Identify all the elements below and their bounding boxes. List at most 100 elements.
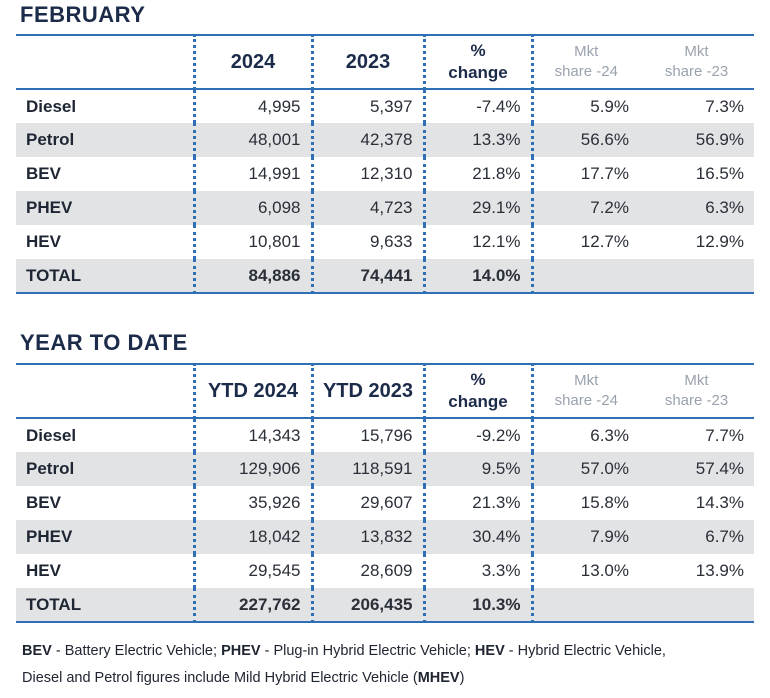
footnote-text: - Plug-in Hybrid Electric Vehicle; [260, 643, 475, 659]
footnote-text: - Hybrid Electric Vehicle, [504, 643, 666, 659]
row-label: PHEV [16, 191, 196, 225]
table-row: TOTAL 227,762 206,435 10.3% [16, 588, 754, 623]
table-row: Diesel 4,995 5,397 -7.4% 5.9% 7.3% [16, 89, 754, 123]
header-year-2024: 2024 [194, 34, 314, 90]
footnote-line-2: Diesel and Petrol figures include Mild H… [22, 665, 752, 692]
value-2023: 206,435 [312, 588, 426, 623]
mkt-share-24: 56.6% [532, 123, 639, 157]
pct-change: 21.8% [424, 157, 534, 191]
footnote-text: Diesel and Petrol figures include Mild H… [22, 670, 418, 686]
value-2024: 84,886 [194, 259, 314, 294]
header-year-2023: YTD 2023 [312, 363, 426, 419]
table-row: BEV 14,991 12,310 21.8% 17.7% 16.5% [16, 157, 754, 191]
header-year-2024: YTD 2024 [194, 363, 314, 419]
pct-change: 12.1% [424, 225, 534, 259]
value-2024: 14,343 [194, 418, 314, 452]
value-2024: 18,042 [194, 520, 314, 554]
mkt-share-23: 13.9% [695, 561, 744, 580]
value-2023: 4,723 [312, 191, 426, 225]
value-2024: 6,098 [194, 191, 314, 225]
ytd-table: YTD 2024 YTD 2023% change Mkt share -24 Mkt… [16, 363, 754, 623]
mkt-share-24: 57.0% [532, 452, 639, 486]
footnote-abbrev: MHEV [417, 670, 460, 686]
pct-change: -7.4% [424, 89, 534, 123]
mkt-share-24: 12.7% [580, 232, 629, 251]
row-label: HEV [16, 554, 196, 588]
mkt-share-23 [639, 588, 754, 623]
footnote-text: ) [459, 670, 465, 686]
pct-change: 9.5% [424, 452, 534, 486]
mkt-share-24: 5.9% [590, 96, 629, 116]
mkt-share-24 [532, 259, 639, 294]
pct-change: 14.0% [424, 259, 534, 294]
value-2024: 48,001 [194, 123, 314, 157]
header-mkt-share-24: Mkt share -24 [532, 34, 639, 90]
mkt-share-24 [532, 588, 639, 623]
header-year-2023: 2023 [312, 34, 426, 90]
mkt-share-23 [639, 259, 754, 294]
mkt-share-23: 57.4% [639, 452, 754, 486]
value-2023: 13,832 [312, 520, 426, 554]
row-label: Petrol [16, 123, 196, 157]
mkt-share-23: 16.5% [695, 164, 744, 183]
header-blank [16, 34, 196, 90]
value-2024: 29,545 [194, 554, 314, 588]
pct-change: 30.4% [424, 520, 534, 554]
row-label: BEV [16, 157, 196, 191]
footnote-text: - Battery Electric Vehicle; [51, 643, 222, 659]
table-row: HEV 29,545 28,609 3.3% 13.0% 13.9% [16, 554, 754, 588]
mkt-share-23: 6.7% [639, 520, 754, 554]
value-2023: 42,378 [312, 123, 426, 157]
pct-change: 13.3% [424, 123, 534, 157]
value-2023: 74,441 [312, 259, 426, 294]
mkt-share-23: 7.3% [705, 96, 744, 116]
table-row: Petrol 129,906 118,591 9.5% 57.0% 57.4% [16, 452, 754, 486]
header-mkt-share-23: Mkt share -23 [639, 363, 754, 419]
mkt-share-24: 15.8% [580, 493, 629, 512]
value-2023: 9,633 [312, 225, 426, 259]
header-blank [16, 363, 196, 419]
row-label: Petrol [16, 452, 196, 486]
row-label: HEV [16, 225, 196, 259]
value-2024: 10,801 [194, 225, 314, 259]
mkt-share-24: 7.2% [532, 191, 639, 225]
february-title: FEBRUARY [20, 2, 146, 27]
value-2024: 129,906 [194, 452, 314, 486]
pct-change: 29.1% [424, 191, 534, 225]
value-2024: 14,991 [194, 157, 314, 191]
value-2024: 35,926 [194, 486, 314, 520]
mkt-share-24: 17.7% [580, 164, 629, 183]
header-row: YTD 2024 YTD 2023% change Mkt share -24 Mkt… [16, 363, 754, 419]
footnote: BEV - Battery Electric Vehicle; PHEV - P… [22, 638, 752, 692]
mkt-share-24: 13.0% [580, 561, 629, 580]
row-label: PHEV [16, 520, 196, 554]
header-mkt-share-23: Mkt share -23 [639, 34, 754, 90]
row-label: TOTAL [16, 588, 196, 623]
value-2024: 227,762 [194, 588, 314, 623]
table-row: TOTAL 84,886 74,441 14.0% [16, 259, 754, 294]
table-row: PHEV 6,098 4,723 29.1% 7.2% 6.3% [16, 191, 754, 225]
pct-change: 21.3% [424, 486, 534, 520]
value-2024: 4,995 [194, 89, 314, 123]
mkt-share-24: 6.3% [590, 425, 629, 445]
february-table: 2024 2023% change Mkt share -24 Mkt share -… [16, 34, 754, 294]
footnote-line-1: BEV - Battery Electric Vehicle; PHEV - P… [22, 638, 752, 665]
header-mkt-share-24: Mkt share -24 [532, 363, 639, 419]
row-label: TOTAL [16, 259, 196, 294]
table-row: PHEV 18,042 13,832 30.4% 7.9% 6.7% [16, 520, 754, 554]
pct-change: 10.3% [424, 588, 534, 623]
value-2023: 29,607 [312, 486, 426, 520]
ytd-title: YEAR TO DATE [20, 330, 188, 355]
pct-change: -9.2% [424, 418, 534, 452]
value-2023: 15,796 [312, 418, 426, 452]
row-label: BEV [16, 486, 196, 520]
header-pct-change: % change [424, 34, 534, 90]
row-label: Diesel [16, 418, 196, 452]
mkt-share-23: 14.3% [695, 493, 744, 512]
table-row: Diesel 14,343 15,796 -9.2% 6.3% 7.7% [16, 418, 754, 452]
value-2023: 5,397 [312, 89, 426, 123]
table-row: BEV 35,926 29,607 21.3% 15.8% 14.3% [16, 486, 754, 520]
value-2023: 12,310 [312, 157, 426, 191]
mkt-share-24: 7.9% [532, 520, 639, 554]
value-2023: 28,609 [312, 554, 426, 588]
